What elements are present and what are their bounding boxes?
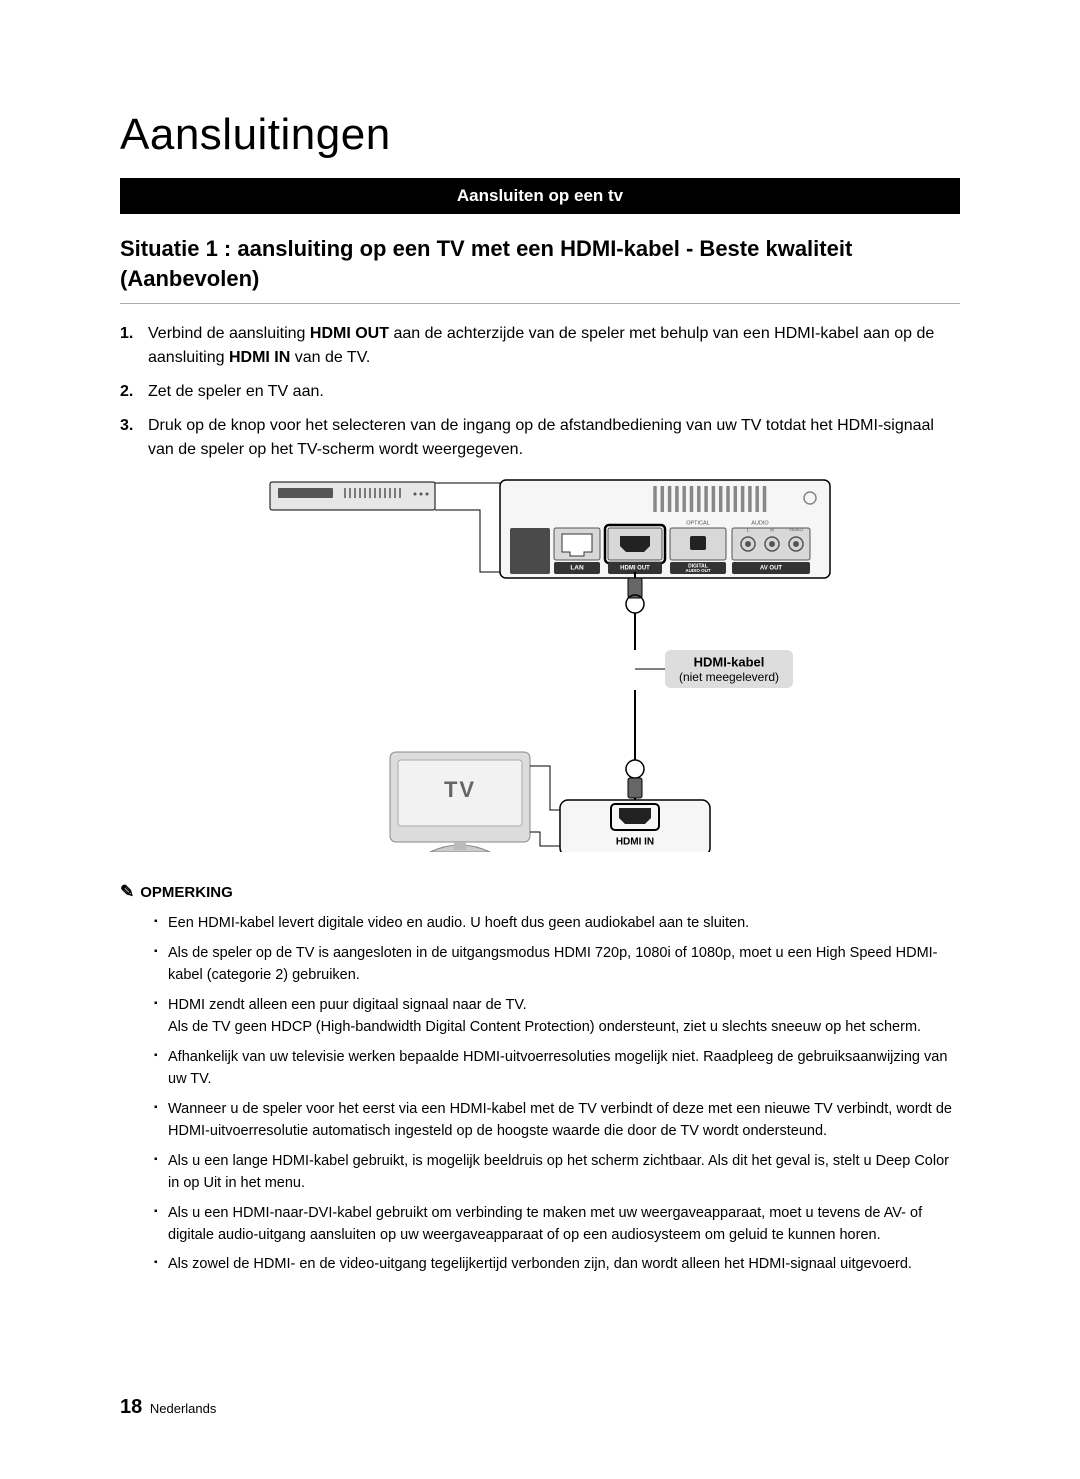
- step-item: 3.Druk op de knop voor het selecteren va…: [120, 414, 960, 462]
- note-item: Als u een HDMI-naar-DVI-kabel gebruikt o…: [154, 1202, 960, 1247]
- svg-text:LAN: LAN: [570, 565, 584, 572]
- svg-text:AV OUT: AV OUT: [760, 566, 783, 572]
- subtitle: Situatie 1 : aansluiting op een TV met e…: [120, 234, 960, 304]
- svg-text:HDMI OUT: HDMI OUT: [620, 566, 650, 572]
- svg-text:AUDIO: AUDIO: [751, 521, 769, 527]
- note-item: Een HDMI-kabel levert digitale video en …: [154, 912, 960, 934]
- step-text: Verbind de aansluiting HDMI OUT aan de a…: [148, 322, 960, 370]
- connection-diagram: LANHDMI OUTOPTICALDIGITALAUDIO OUTAUDIOL…: [120, 472, 960, 852]
- step-item: 1.Verbind de aansluiting HDMI OUT aan de…: [120, 322, 960, 370]
- svg-text:TV: TV: [444, 777, 476, 802]
- note-item: Wanneer u de speler voor het eerst via e…: [154, 1098, 960, 1143]
- pencil-icon: ✎: [120, 882, 134, 902]
- page-number: 18: [120, 1396, 142, 1418]
- step-number: 1.: [120, 322, 148, 370]
- note-heading: ✎ OPMERKING: [120, 882, 960, 902]
- step-item: 2.Zet de speler en TV aan.: [120, 380, 960, 404]
- page-footer: 18 Nederlands: [120, 1396, 216, 1419]
- svg-text:(niet meegeleverd): (niet meegeleverd): [679, 671, 779, 685]
- steps-list: 1.Verbind de aansluiting HDMI OUT aan de…: [120, 322, 960, 462]
- note-item: Als u een lange HDMI-kabel gebruikt, is …: [154, 1150, 960, 1195]
- note-heading-text: OPMERKING: [140, 884, 233, 901]
- svg-text:HDMI-kabel: HDMI-kabel: [694, 655, 765, 670]
- note-item: Afhankelijk van uw televisie werken bepa…: [154, 1046, 960, 1091]
- step-text: Druk op de knop voor het selecteren van …: [148, 414, 960, 462]
- svg-text:VIDEO: VIDEO: [789, 528, 804, 533]
- svg-text:L: L: [747, 528, 750, 534]
- note-item: Als de speler op de TV is aangesloten in…: [154, 942, 960, 987]
- language-label: Nederlands: [150, 1401, 217, 1416]
- step-text: Zet de speler en TV aan.: [148, 380, 324, 404]
- note-item: Als zowel de HDMI- en de video-uitgang t…: [154, 1253, 960, 1275]
- step-number: 2.: [120, 380, 148, 404]
- note-item: HDMI zendt alleen een puur digitaal sign…: [154, 994, 960, 1039]
- svg-text:HDMI IN: HDMI IN: [616, 837, 654, 848]
- notes-list: Een HDMI-kabel levert digitale video en …: [120, 912, 960, 1276]
- page-title: Aansluitingen: [120, 110, 960, 160]
- section-bar: Aansluiten op een tv: [120, 178, 960, 214]
- step-number: 3.: [120, 414, 148, 462]
- svg-text:OPTICAL: OPTICAL: [686, 521, 710, 527]
- svg-text:R: R: [770, 528, 774, 534]
- svg-text:AUDIO OUT: AUDIO OUT: [685, 569, 711, 574]
